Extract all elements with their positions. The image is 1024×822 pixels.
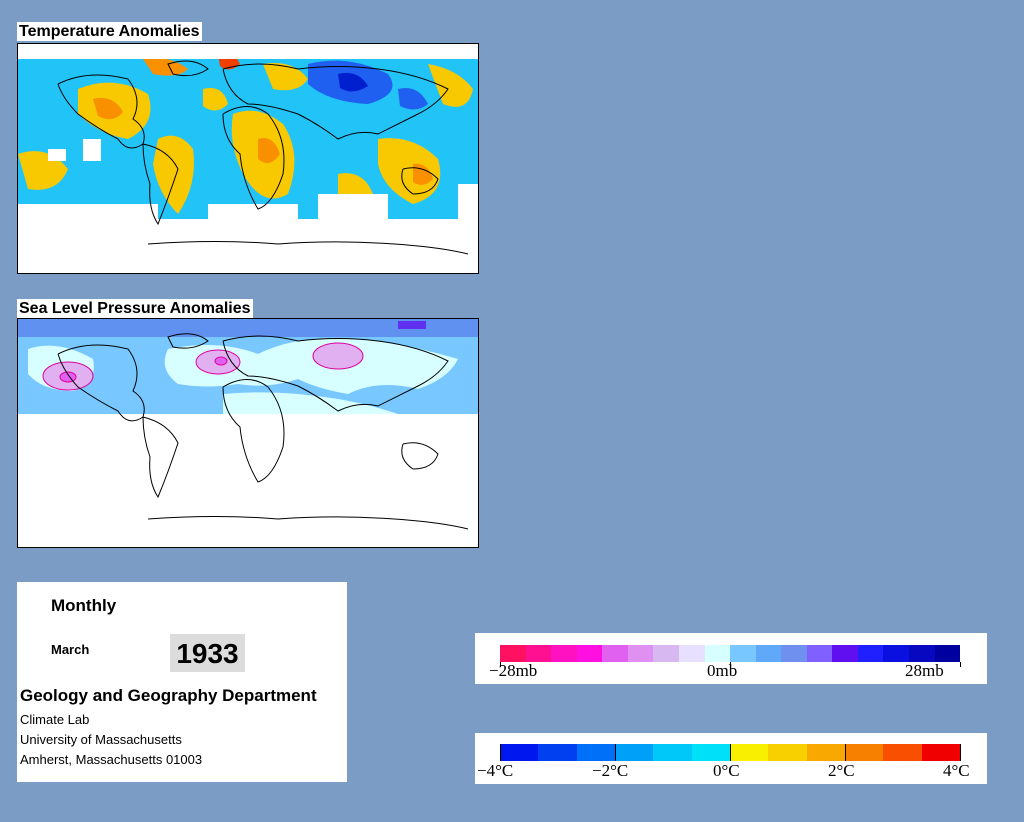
- pressure-swatch-6: [653, 645, 679, 662]
- pressure-map-title: Sea Level Pressure Anomalies: [17, 299, 253, 318]
- temperature-swatch-11: [921, 744, 960, 761]
- temperature-tick-zero: 0°C: [713, 761, 740, 780]
- temperature-swatch-3: [614, 744, 654, 761]
- year-display: 1933: [170, 634, 245, 672]
- temperature-tick-plus4: 4°C: [943, 761, 970, 780]
- pressure-swatch-12: [806, 645, 833, 662]
- info-panel: Monthly March 1933 Geology and Geography…: [17, 582, 347, 782]
- pressure-swatch-17: [934, 645, 961, 662]
- month-label: March: [51, 642, 90, 657]
- temperature-swatch-9: [844, 744, 884, 761]
- university-name: University of Massachusetts: [20, 732, 182, 747]
- pressure-tick-min: −28mb: [489, 661, 538, 680]
- temperature-swatch-5: [691, 744, 730, 761]
- temperature-swatch-10: [883, 744, 922, 761]
- department-name: Geology and Geography Department: [20, 686, 317, 705]
- pressure-swatch-3: [576, 645, 603, 662]
- address-line: Amherst, Massachusetts 01003: [20, 752, 203, 767]
- temperature-swatch-7: [768, 744, 807, 761]
- temperature-tick-plus2: 2°C: [828, 761, 855, 780]
- temperature-swatch-0: [500, 744, 539, 761]
- pressure-swatch-8: [704, 645, 731, 662]
- pressure-swatch-9: [730, 645, 756, 662]
- pressure-swatch-16: [909, 645, 935, 662]
- temperature-tick-minus4: −4°C: [477, 761, 514, 780]
- pressure-swatch-7: [678, 645, 705, 662]
- pressure-anomaly-map: [17, 318, 479, 548]
- pressure-swatch-2: [551, 645, 577, 662]
- pressure-swatch-0: [500, 645, 526, 662]
- temperature-swatch-8: [806, 744, 845, 761]
- temperature-anomaly-map: [17, 43, 479, 274]
- temperature-tick-minus2: −2°C: [592, 761, 629, 780]
- temperature-swatch-1: [538, 744, 577, 761]
- pressure-swatch-15: [883, 645, 909, 662]
- temperature-color-bar: [500, 744, 960, 761]
- pressure-legend: −28mb 0mb 28mb: [475, 633, 987, 684]
- temperature-swatch-4: [653, 744, 692, 761]
- pressure-tick-zero: 0mb: [707, 661, 738, 680]
- temperature-map-title: Temperature Anomalies: [17, 22, 202, 41]
- lab-name: Climate Lab: [20, 712, 90, 727]
- pressure-tick-max: 28mb: [905, 661, 944, 680]
- temperature-swatch-6: [729, 744, 769, 761]
- temperature-swatch-2: [576, 744, 615, 761]
- pressure-swatch-10: [755, 645, 782, 662]
- pressure-swatch-14: [857, 645, 884, 662]
- pressure-swatch-4: [602, 645, 628, 662]
- pressure-swatch-13: [832, 645, 858, 662]
- temperature-legend: −4°C −2°C 0°C 2°C 4°C: [475, 733, 987, 784]
- pressure-swatch-1: [525, 645, 552, 662]
- period-label: Monthly: [51, 596, 117, 615]
- pressure-swatch-11: [781, 645, 807, 662]
- pressure-color-bar: [500, 645, 961, 662]
- pressure-swatch-5: [627, 645, 654, 662]
